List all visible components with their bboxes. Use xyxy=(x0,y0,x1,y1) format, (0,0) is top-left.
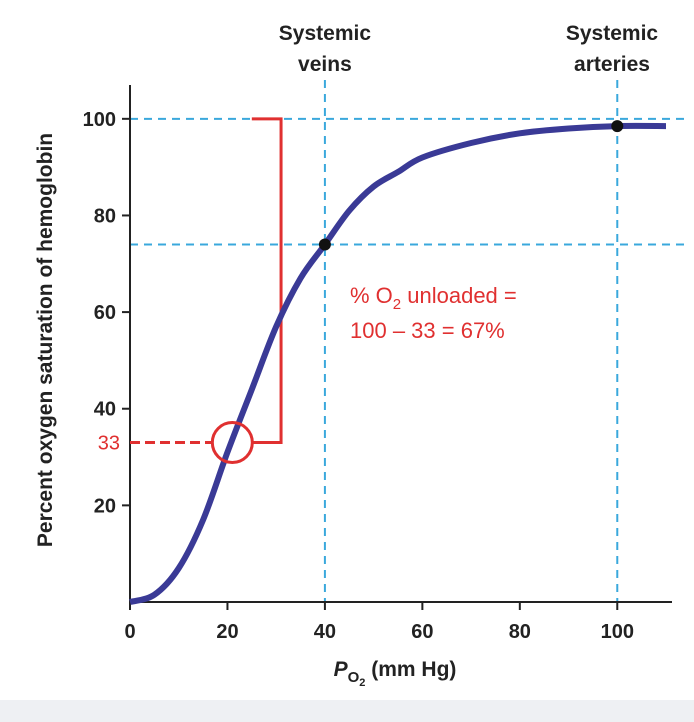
x-tick-label: 0 xyxy=(124,621,135,643)
y-tick-label: 20 xyxy=(94,495,116,517)
x-label-subsub: 2 xyxy=(359,677,365,689)
x-label-sub: O xyxy=(348,669,360,686)
annotation: Systemic xyxy=(566,22,659,45)
y-tick-label: 80 xyxy=(94,205,116,227)
bracket xyxy=(251,117,283,445)
unloaded-line2: 100 – 33 = 67% xyxy=(350,318,505,343)
x-tick-label: 80 xyxy=(509,621,531,643)
highlight-circle xyxy=(210,421,254,465)
curve xyxy=(129,122,667,605)
annotation: veins xyxy=(298,53,352,76)
unloaded-a: % O xyxy=(350,283,393,308)
annotation: Systemic xyxy=(279,22,372,45)
unloaded-line1: % O2 unloaded = xyxy=(350,283,517,313)
x-tick-label: 20 xyxy=(216,621,238,643)
x-tick-label: 60 xyxy=(411,621,433,643)
y-axis-label: Percent oxygen saturation of hemoglobin xyxy=(34,133,57,547)
y-tick-label: 40 xyxy=(94,399,116,421)
unloaded-b: unloaded = xyxy=(401,283,517,308)
x-axis-label: PO2 (mm Hg) xyxy=(334,658,457,689)
annotation: arteries xyxy=(574,53,650,76)
unloaded-sub: 2 xyxy=(393,296,401,313)
x-label-rest: (mm Hg) xyxy=(365,658,456,681)
highlight-label: 33 xyxy=(98,433,120,455)
y-tick-label: 100 xyxy=(83,109,116,131)
x-label-p: P xyxy=(334,658,349,681)
point xyxy=(318,238,331,251)
x-tick-label: 100 xyxy=(601,621,634,643)
point xyxy=(611,120,624,133)
y-tick-label: 60 xyxy=(94,302,116,324)
x-tick-label: 40 xyxy=(314,621,336,643)
footer-strip xyxy=(0,700,694,722)
